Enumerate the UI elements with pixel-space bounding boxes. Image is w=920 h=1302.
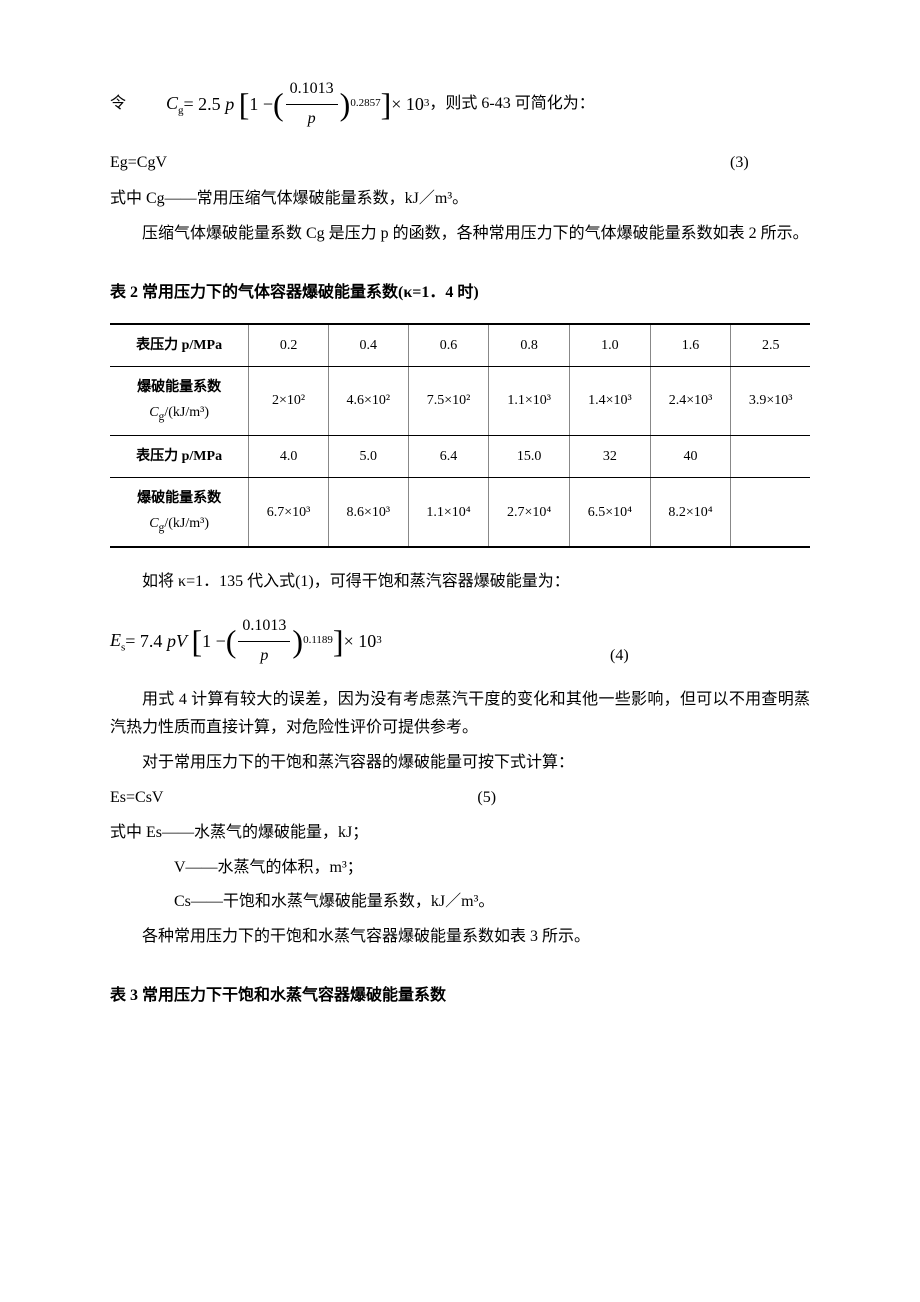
cell: 1.1×10⁴ <box>408 478 489 547</box>
cell: 1.1×10³ <box>489 366 570 435</box>
table-row: 爆破能量系数 Cg/(kJ/m³) 2×10² 4.6×10² 7.5×10² … <box>110 366 810 435</box>
formula-es-definition: Es = 7.4 pV [ 1 − ( 0.1013 p ) 0.1189 ] … <box>110 612 810 671</box>
table-2: 表压力 p/MPa 0.2 0.4 0.6 0.8 1.0 1.6 2.5 爆破… <box>110 323 810 548</box>
cell: 2.7×10⁴ <box>489 478 570 547</box>
table-row: 爆破能量系数 Cg/(kJ/m³) 6.7×10³ 8.6×10³ 1.1×10… <box>110 478 810 547</box>
equation-4-number: (4) <box>610 642 810 671</box>
cell <box>731 478 810 547</box>
cell: 6.5×10⁴ <box>570 478 651 547</box>
cell: 6.7×10³ <box>249 478 329 547</box>
cg-paragraph: 压缩气体爆破能量系数 Cg 是压力 p 的函数，各种常用压力下的气体爆破能量系数… <box>110 220 810 249</box>
formula-cg-definition: 令 Cg = 2.5 p [ 1 − ( 0.1013 p ) 0.2857 ]… <box>110 75 810 134</box>
cell: 0.2 <box>249 324 329 367</box>
cell: 2.5 <box>731 324 810 367</box>
equation-5-expr: Es=CsV <box>110 784 163 813</box>
cell: 32 <box>570 435 651 477</box>
row-label: 表压力 p/MPa <box>110 324 249 367</box>
equation-5-number: (5) <box>163 784 810 813</box>
row-label: 爆破能量系数 Cg/(kJ/m³) <box>110 478 249 547</box>
error-paragraph: 用式 4 计算有较大的误差，因为没有考虑蒸汽干度的变化和其他一些影响，但可以不用… <box>110 686 810 744</box>
es-definition-lead: 式中 Es——水蒸气的爆破能量，kJ； <box>110 819 810 848</box>
cell: 6.4 <box>408 435 489 477</box>
table-row: 表压力 p/MPa 4.0 5.0 6.4 15.0 32 40 <box>110 435 810 477</box>
cell: 4.0 <box>249 435 329 477</box>
kappa-paragraph: 如将 κ=1．135 代入式(1)，可得干饱和蒸汽容器爆破能量为： <box>110 568 810 597</box>
table-row: 表压力 p/MPa 0.2 0.4 0.6 0.8 1.0 1.6 2.5 <box>110 324 810 367</box>
formula-es-expr: Es = 7.4 pV [ 1 − ( 0.1013 p ) 0.1189 ] … <box>110 612 382 671</box>
cell: 1.4×10³ <box>570 366 651 435</box>
cg-definition-text: 式中 Cg——常用压缩气体爆破能量系数，kJ／m³。 <box>110 185 810 214</box>
cell: 8.6×10³ <box>328 478 408 547</box>
cell: 15.0 <box>489 435 570 477</box>
equation-3: Eg=CgV (3) <box>110 149 810 178</box>
cell: 3.9×10³ <box>731 366 810 435</box>
formula-lead: 令 <box>110 90 166 119</box>
cell: 40 <box>650 435 731 477</box>
row-label: 表压力 p/MPa <box>110 435 249 477</box>
cell: 0.6 <box>408 324 489 367</box>
cell: 2×10² <box>249 366 329 435</box>
row-label: 爆破能量系数 Cg/(kJ/m³) <box>110 366 249 435</box>
calc-paragraph: 对于常用压力下的干饱和蒸汽容器的爆破能量可按下式计算： <box>110 749 810 778</box>
cell: 2.4×10³ <box>650 366 731 435</box>
equation-5: Es=CsV (5) <box>110 784 810 813</box>
cell: 0.8 <box>489 324 570 367</box>
cell: 5.0 <box>328 435 408 477</box>
cell: 1.0 <box>570 324 651 367</box>
table2-title: 表 2 常用压力下的气体容器爆破能量系数(κ=1．4 时) <box>110 279 810 308</box>
cell: 1.6 <box>650 324 731 367</box>
cs-definition: Cs——干饱和水蒸气爆破能量系数，kJ／m³。 <box>110 888 810 917</box>
table3-intro: 各种常用压力下的干饱和水蒸气容器爆破能量系数如表 3 所示。 <box>110 923 810 952</box>
cell: 0.4 <box>328 324 408 367</box>
formula-cg-expr: Cg = 2.5 p [ 1 − ( 0.1013 p ) 0.2857 ] ×… <box>166 75 429 134</box>
cell: 7.5×10² <box>408 366 489 435</box>
equation-3-number: (3) <box>730 149 810 178</box>
cell: 8.2×10⁴ <box>650 478 731 547</box>
formula-tail: ，则式 6-43 可简化为： <box>429 90 594 119</box>
v-definition: V——水蒸气的体积，m³； <box>110 854 810 883</box>
cell: 4.6×10² <box>328 366 408 435</box>
equation-3-expr: Eg=CgV <box>110 149 167 178</box>
table3-title: 表 3 常用压力下干饱和水蒸气容器爆破能量系数 <box>110 982 810 1011</box>
cell <box>731 435 810 477</box>
